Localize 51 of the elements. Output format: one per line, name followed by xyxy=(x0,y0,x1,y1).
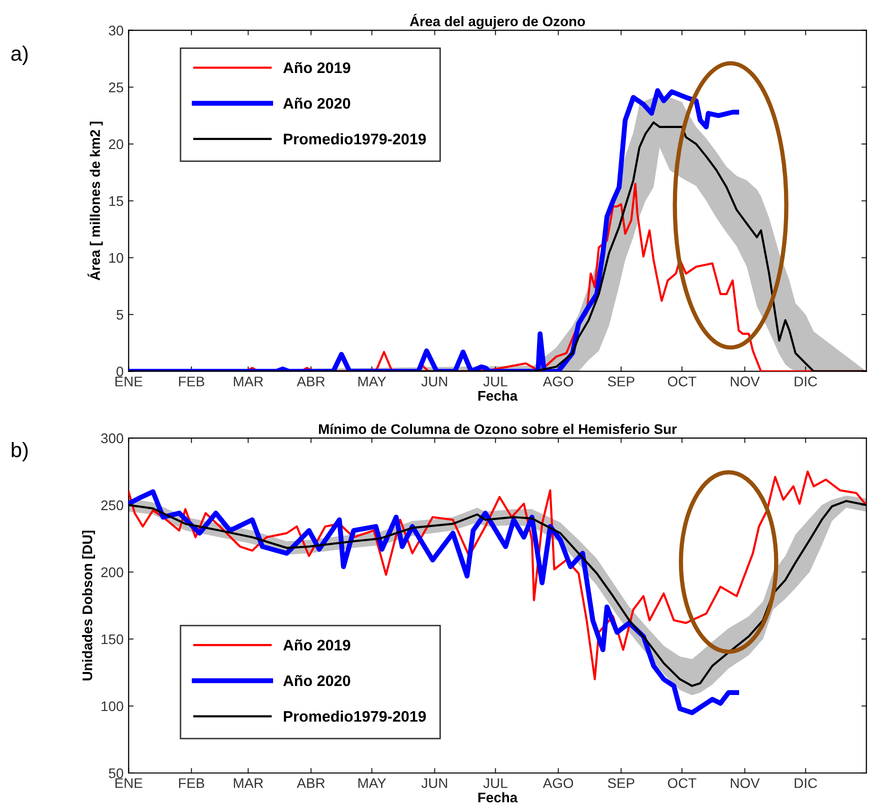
y-tick-label: 200 xyxy=(101,567,124,578)
y-tick-label: 0 xyxy=(116,366,124,376)
x-tick-label: MAR xyxy=(234,778,263,788)
x-tick-label: ABR xyxy=(296,778,325,788)
x-tick-label: MAY xyxy=(358,778,386,788)
legend-label: Promedio1979-2019 xyxy=(284,710,426,722)
y-tick-label: 300 xyxy=(101,433,124,444)
chart-title: Área del agujero de Ozono xyxy=(410,14,585,30)
legend-label: Año 2020 xyxy=(283,98,350,109)
y-tick-label: 100 xyxy=(102,701,124,712)
x-tick-label: JUN xyxy=(421,778,448,788)
x-tick-label: AGO xyxy=(542,376,574,386)
x-axis-title: Fecha xyxy=(478,792,518,802)
x-tick-label: OCT xyxy=(668,376,696,386)
legend-label: Año 2020 xyxy=(283,675,350,686)
legend-label: Promedio1979-2019 xyxy=(284,133,426,144)
y-tick-label: 15 xyxy=(109,196,124,206)
y-tick-label: 20 xyxy=(109,139,124,150)
x-tick-label: OCT xyxy=(668,778,696,788)
x-tick-label: JUN xyxy=(421,376,448,386)
x-tick-label: MAY xyxy=(358,376,386,386)
x-axis-title: Fecha xyxy=(478,390,518,401)
x-tick-label: DIC xyxy=(794,376,818,386)
x-tick-label: SEP xyxy=(608,778,634,788)
x-tick-label: MAR xyxy=(234,376,263,386)
y-tick-label: 250 xyxy=(101,500,124,510)
x-tick-label: JUL xyxy=(483,376,508,386)
x-tick-label: FEB xyxy=(179,778,204,788)
x-tick-label: DIC xyxy=(794,778,818,788)
x-tick-label: FEB xyxy=(179,376,204,386)
y-axis-title: Unidades Dobson [DU] xyxy=(82,530,96,680)
x-tick-label: NOV xyxy=(730,778,760,788)
x-tick-label: NOV xyxy=(730,376,760,386)
x-tick-label: SEP xyxy=(608,376,634,386)
x-tick-label: ENE xyxy=(115,376,142,386)
text: b) xyxy=(12,442,28,462)
y-tick-label: 150 xyxy=(102,634,124,644)
legend-label: Año 2019 xyxy=(283,62,350,74)
legend-label: Año 2019 xyxy=(283,639,350,651)
x-tick-label: JUL xyxy=(483,778,508,788)
x-tick-label: AGO xyxy=(542,778,574,788)
y-tick-label: 25 xyxy=(109,82,124,92)
y-tick-label: 50 xyxy=(108,768,124,778)
text: a) xyxy=(11,46,28,65)
chart-title: Mínimo de Columna de Ozono sobre el Hemisferio Sur xyxy=(319,424,677,434)
y-tick-label: 30 xyxy=(108,26,124,36)
y-tick-label: 10 xyxy=(109,253,124,263)
y-axis-title: Área [ millones de km2 ] xyxy=(88,122,103,280)
y-tick-label: 5 xyxy=(116,310,124,320)
x-tick-label: ENE xyxy=(115,778,142,788)
x-tick-label: ABR xyxy=(296,376,325,386)
